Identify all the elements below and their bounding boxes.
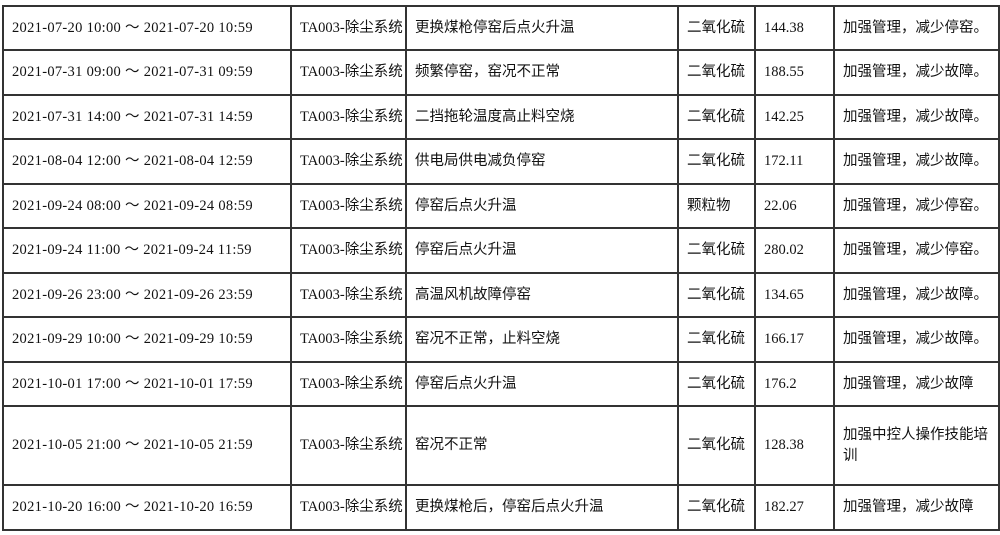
cell-pollutant: 二氧化硫 <box>677 316 756 363</box>
cell-suggestion: 加强管理，减少故障。 <box>833 93 1000 141</box>
cell-suggestion: 加强管理，减少故障 <box>833 484 1000 531</box>
cell-suggestion: 加强管理，减少故障。 <box>833 138 1000 185</box>
cell-event: 更换煤枪后，停窑后点火升温 <box>405 484 679 531</box>
cell-suggestion: 加强管理，减少故障。 <box>833 316 1000 363</box>
cell-system: TA003-除尘系统 <box>290 405 407 487</box>
cell-suggestion: 加强管理，减少故障。 <box>833 49 1000 96</box>
table-row: 2021-10-05 21:00 ～ 2021-10-05 21:59 TA00… <box>2 405 1000 487</box>
cell-suggestion: 加强管理，减少停窑。 <box>833 182 1000 230</box>
cell-value: 128.38 <box>754 405 835 487</box>
cell-time-range: 2021-07-31 09:00 ～ 2021-07-31 09:59 <box>2 49 292 96</box>
cell-value: 182.27 <box>754 484 835 531</box>
cell-system: TA003-除尘系统 <box>290 4 407 52</box>
cell-system: TA003-除尘系统 <box>290 360 407 408</box>
cell-event: 高温风机故障停窑 <box>405 271 679 319</box>
cell-event: 停窑后点火升温 <box>405 227 679 274</box>
cell-time-range: 2021-10-01 17:00 ～ 2021-10-01 17:59 <box>2 360 292 408</box>
cell-suggestion: 加强中控人操作技能培训 <box>833 405 1000 487</box>
cell-pollutant: 二氧化硫 <box>677 360 756 408</box>
cell-event: 窑况不正常，止料空烧 <box>405 316 679 363</box>
cell-value: 144.38 <box>754 4 835 52</box>
cell-pollutant: 二氧化硫 <box>677 4 756 52</box>
cell-system: TA003-除尘系统 <box>290 49 407 96</box>
cell-system: TA003-除尘系统 <box>290 182 407 230</box>
cell-pollutant: 二氧化硫 <box>677 138 756 185</box>
cell-suggestion: 加强管理，减少停窑。 <box>833 4 1000 52</box>
cell-suggestion: 加强管理，减少故障。 <box>833 271 1000 319</box>
table-row: 2021-09-24 08:00 ～ 2021-09-24 08:59 TA00… <box>2 182 1000 230</box>
cell-pollutant: 二氧化硫 <box>677 49 756 96</box>
cell-value: 176.2 <box>754 360 835 408</box>
cell-pollutant: 二氧化硫 <box>677 271 756 319</box>
cell-event: 停窑后点火升温 <box>405 182 679 230</box>
cell-suggestion: 加强管理，减少停窑。 <box>833 227 1000 274</box>
cell-pollutant: 二氧化硫 <box>677 405 756 487</box>
table-row: 2021-09-29 10:00 ～ 2021-09-29 10:59 TA00… <box>2 316 1000 363</box>
cell-value: 134.65 <box>754 271 835 319</box>
cell-event: 供电局供电减负停窑 <box>405 138 679 185</box>
cell-value: 22.06 <box>754 182 835 230</box>
table-row: 2021-09-24 11:00 ～ 2021-09-24 11:59 TA00… <box>2 227 1000 274</box>
table-row: 2021-09-26 23:00 ～ 2021-09-26 23:59 TA00… <box>2 271 1000 319</box>
cell-event: 频繁停窑，窑况不正常 <box>405 49 679 96</box>
cell-pollutant: 颗粒物 <box>677 182 756 230</box>
table-row: 2021-08-04 12:00 ～ 2021-08-04 12:59 TA00… <box>2 138 1000 185</box>
cell-value: 142.25 <box>754 93 835 141</box>
cell-event: 窑况不正常 <box>405 405 679 487</box>
cell-suggestion: 加强管理，减少故障 <box>833 360 1000 408</box>
cell-value: 188.55 <box>754 49 835 96</box>
cell-system: TA003-除尘系统 <box>290 316 407 363</box>
table-row: 2021-07-20 10:00 ～ 2021-07-20 10:59 TA00… <box>2 4 1000 52</box>
cell-system: TA003-除尘系统 <box>290 271 407 319</box>
cell-time-range: 2021-09-26 23:00 ～ 2021-09-26 23:59 <box>2 271 292 319</box>
cell-system: TA003-除尘系统 <box>290 227 407 274</box>
cell-time-range: 2021-08-04 12:00 ～ 2021-08-04 12:59 <box>2 138 292 185</box>
table-row: 2021-10-01 17:00 ～ 2021-10-01 17:59 TA00… <box>2 360 1000 408</box>
cell-system: TA003-除尘系统 <box>290 138 407 185</box>
cell-time-range: 2021-10-20 16:00 ～ 2021-10-20 16:59 <box>2 484 292 531</box>
cell-pollutant: 二氧化硫 <box>677 227 756 274</box>
cell-system: TA003-除尘系统 <box>290 484 407 531</box>
table-row: 2021-10-20 16:00 ～ 2021-10-20 16:59 TA00… <box>2 484 1000 531</box>
cell-value: 166.17 <box>754 316 835 363</box>
cell-system: TA003-除尘系统 <box>290 93 407 141</box>
cell-event: 停窑后点火升温 <box>405 360 679 408</box>
cell-time-range: 2021-07-20 10:00 ～ 2021-07-20 10:59 <box>2 4 292 52</box>
cell-time-range: 2021-09-29 10:00 ～ 2021-09-29 10:59 <box>2 316 292 363</box>
cell-time-range: 2021-09-24 11:00 ～ 2021-09-24 11:59 <box>2 227 292 274</box>
table-body: 2021-07-20 10:00 ～ 2021-07-20 10:59 TA00… <box>2 4 1000 531</box>
table-row: 2021-07-31 14:00 ～ 2021-07-31 14:59 TA00… <box>2 93 1000 141</box>
emission-alarm-table: 2021-07-20 10:00 ～ 2021-07-20 10:59 TA00… <box>2 4 1000 531</box>
cell-pollutant: 二氧化硫 <box>677 484 756 531</box>
cell-time-range: 2021-07-31 14:00 ～ 2021-07-31 14:59 <box>2 93 292 141</box>
cell-pollutant: 二氧化硫 <box>677 93 756 141</box>
cell-time-range: 2021-09-24 08:00 ～ 2021-09-24 08:59 <box>2 182 292 230</box>
cell-event: 更换煤枪停窑后点火升温 <box>405 4 679 52</box>
cell-event: 二挡拖轮温度高止料空烧 <box>405 93 679 141</box>
cell-value: 172.11 <box>754 138 835 185</box>
table-row: 2021-07-31 09:00 ～ 2021-07-31 09:59 TA00… <box>2 49 1000 96</box>
cell-value: 280.02 <box>754 227 835 274</box>
cell-time-range: 2021-10-05 21:00 ～ 2021-10-05 21:59 <box>2 405 292 487</box>
